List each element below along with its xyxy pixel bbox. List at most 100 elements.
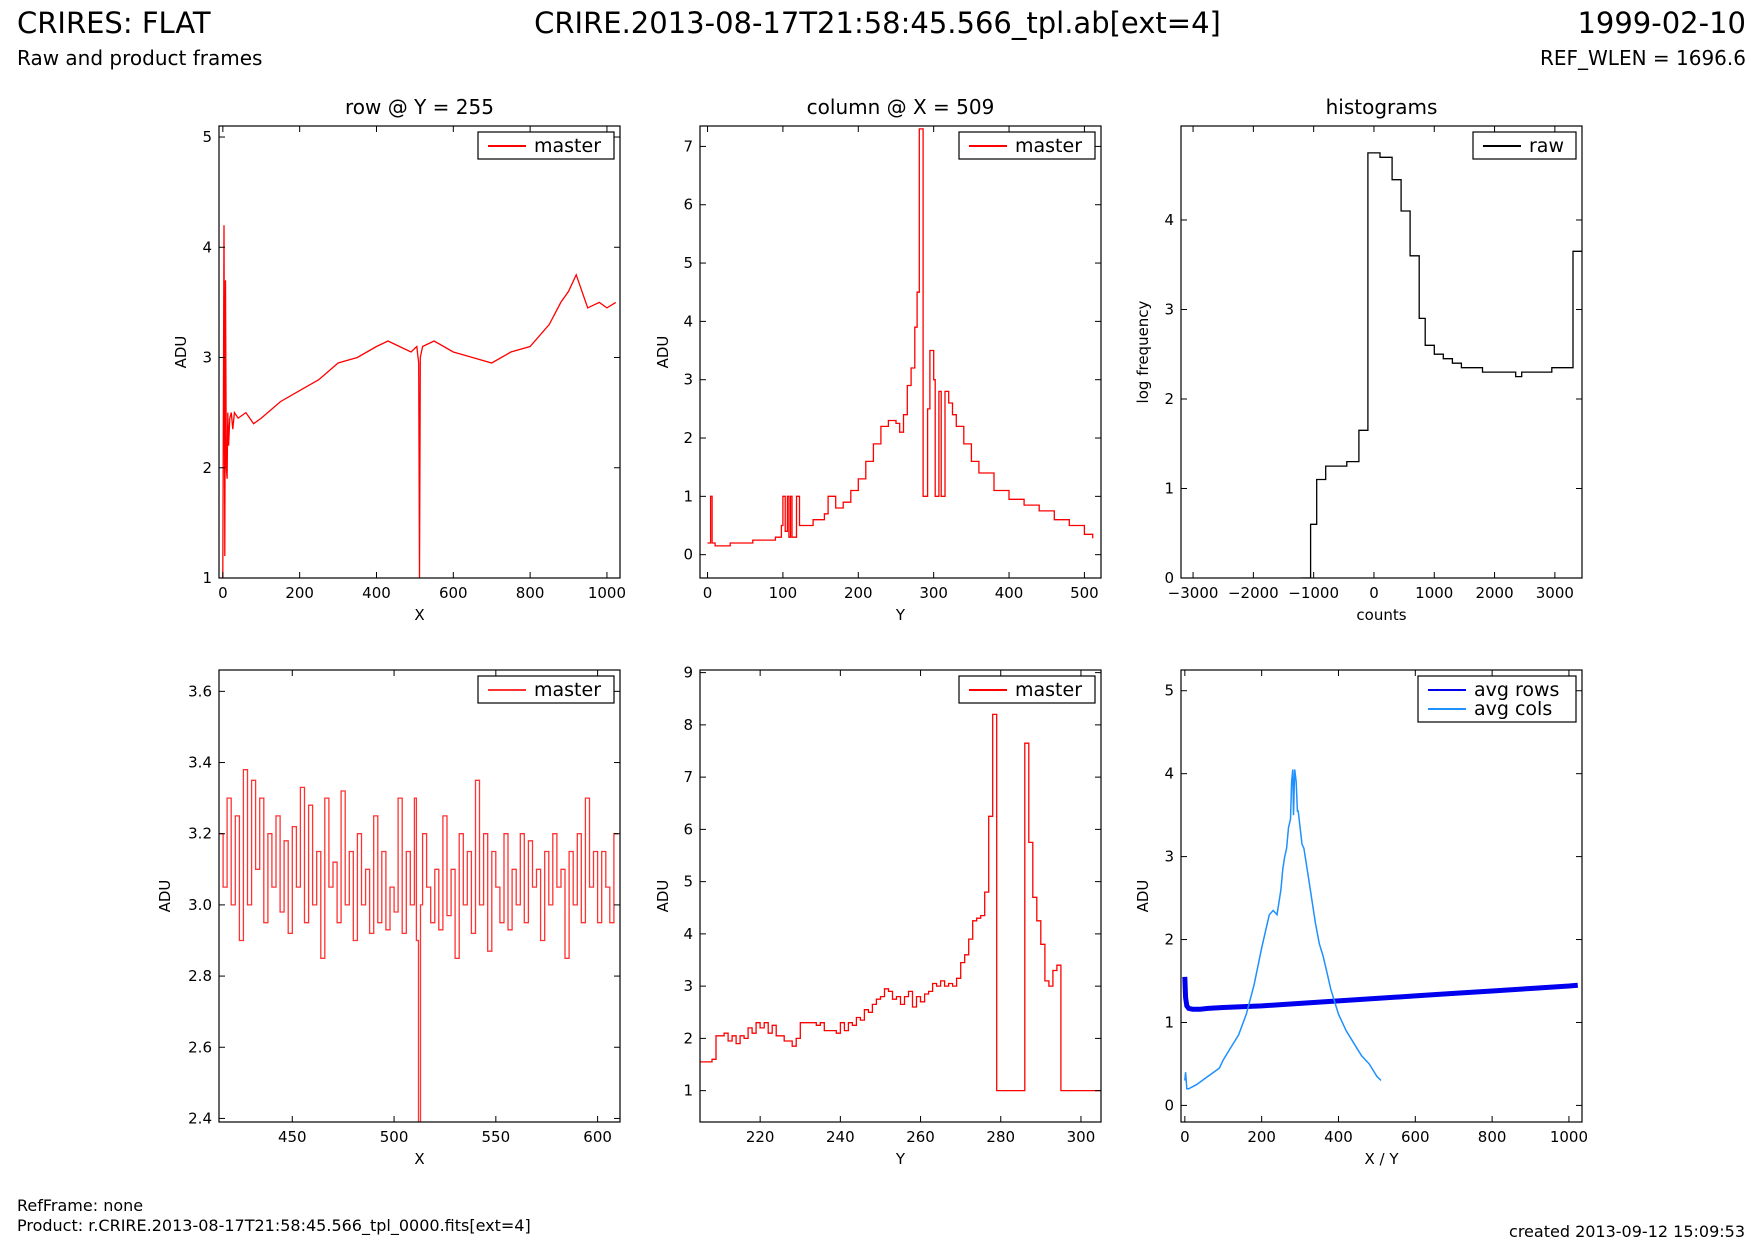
report-title: CRIRES: FLAT bbox=[17, 6, 211, 40]
series-line-avg-rows bbox=[1182, 976, 1579, 1012]
created-timestamp: created 2013-09-12 15:09:53 bbox=[1509, 1222, 1745, 1241]
x-tick-label: 260 bbox=[906, 1128, 935, 1146]
chart-row-zoom: 450 500 550 600 2.4 2.6 2.8 3.0 3.2 3.4 3.6 X ADU mas… bbox=[156, 669, 621, 1168]
legend: master bbox=[477, 675, 615, 704]
x-tick-label: 300 bbox=[919, 584, 948, 602]
legend: master bbox=[958, 675, 1096, 704]
x-tick-label: 220 bbox=[746, 1128, 775, 1146]
plot-frame bbox=[218, 125, 621, 579]
x-tick-label: 0 bbox=[218, 584, 228, 602]
y-tick-label: 8 bbox=[683, 716, 693, 734]
x-tick-label: 240 bbox=[826, 1128, 855, 1146]
x-axis-label: X bbox=[414, 1150, 424, 1168]
x-tick-label: 1000 bbox=[588, 584, 626, 602]
series-line-master bbox=[700, 713, 1101, 1092]
y-tick-label: 1 bbox=[1164, 1013, 1174, 1031]
x-tick-label: 0 bbox=[1180, 1128, 1190, 1146]
chart-column-zoom: 220 240 260 280 300 1 2 3 4 5 6 7 8 9 Y ADU master bbox=[654, 664, 1102, 1168]
plot-frame bbox=[218, 669, 621, 1123]
y-tick-label: 3 bbox=[1164, 300, 1174, 318]
y-tick-label: 4 bbox=[1164, 211, 1174, 229]
x-axis-label: X / Y bbox=[1364, 1150, 1399, 1168]
y-tick-label: 1 bbox=[1164, 479, 1174, 497]
legend: master bbox=[958, 131, 1096, 160]
legend-label: master bbox=[1015, 679, 1082, 701]
plot-frame bbox=[1180, 125, 1583, 579]
legend-label: master bbox=[1015, 135, 1082, 157]
y-tick-label: 0 bbox=[1164, 1096, 1174, 1114]
y-tick-label: 3.0 bbox=[188, 896, 212, 914]
report-subtitle: Raw and product frames bbox=[17, 46, 263, 70]
observation-date: 1999-02-10 bbox=[1577, 6, 1746, 40]
x-tick-label: 2000 bbox=[1475, 584, 1513, 602]
y-tick-label: 2 bbox=[1164, 390, 1174, 408]
chart-title: row @ Y = 255 bbox=[345, 95, 494, 119]
chart-averages: 0 200 400 600 800 1000 0 1 2 3 4 5 X / Y ADU avg rowsa… bbox=[1134, 669, 1588, 1168]
legend-label: master bbox=[534, 679, 601, 701]
x-tick-label: 400 bbox=[1324, 1128, 1353, 1146]
y-tick-label: 7 bbox=[683, 137, 693, 155]
plot-frame bbox=[699, 669, 1102, 1123]
y-tick-label: 9 bbox=[683, 664, 693, 682]
x-tick-label: 3000 bbox=[1536, 584, 1574, 602]
y-tick-label: 2.8 bbox=[188, 967, 212, 985]
x-tick-label: 0 bbox=[1369, 584, 1379, 602]
chart-title: column @ X = 509 bbox=[807, 95, 995, 119]
x-tick-label: 450 bbox=[278, 1128, 307, 1146]
chart-histograms: −3000 −2000 −1000 0 1000 2000 3000 0 1 2 3 4 histogr… bbox=[1134, 95, 1583, 624]
y-tick-label: 3 bbox=[683, 977, 693, 995]
x-tick-label: 280 bbox=[986, 1128, 1015, 1146]
x-axis-label: X bbox=[414, 606, 424, 624]
y-tick-label: 4 bbox=[1164, 765, 1174, 783]
y-axis-label: log frequency bbox=[1134, 300, 1152, 403]
x-tick-label: 600 bbox=[439, 584, 468, 602]
y-tick-label: 5 bbox=[202, 128, 212, 146]
y-tick-label: 1 bbox=[683, 487, 693, 505]
x-axis-label: Y bbox=[895, 606, 906, 624]
y-tick-label: 3 bbox=[1164, 848, 1174, 866]
y-tick-label: 3.6 bbox=[188, 682, 212, 700]
product-note: Product: r.CRIRE.2013-08-17T21:58:45.566… bbox=[17, 1216, 531, 1235]
legend-box bbox=[477, 675, 615, 704]
y-tick-label: 2.4 bbox=[188, 1109, 212, 1127]
y-tick-label: 3.2 bbox=[188, 825, 212, 843]
series-line-master bbox=[222, 225, 617, 578]
y-tick-label: 1 bbox=[202, 569, 212, 587]
plot-frame bbox=[1180, 669, 1583, 1123]
series-line-master bbox=[219, 769, 618, 1122]
legend-label: raw bbox=[1529, 135, 1564, 157]
legend: master bbox=[477, 131, 615, 160]
legend: raw bbox=[1472, 131, 1577, 160]
y-tick-label: 6 bbox=[683, 820, 693, 838]
y-tick-label: 2 bbox=[683, 1029, 693, 1047]
x-tick-label: 200 bbox=[1247, 1128, 1276, 1146]
y-tick-label: 4 bbox=[683, 312, 693, 330]
y-tick-label: 5 bbox=[1164, 682, 1174, 700]
series-line-avg-cols bbox=[1184, 769, 1382, 1090]
chart-column: 0 100 200 300 400 500 0 1 2 3 4 5 6 7 column @ X = 509… bbox=[654, 95, 1102, 624]
y-tick-label: 2 bbox=[202, 459, 212, 477]
x-tick-label: 200 bbox=[285, 584, 314, 602]
ref-wavelength: REF_WLEN = 1696.6 bbox=[1539, 46, 1746, 70]
y-axis-label: ADU bbox=[172, 336, 190, 369]
y-axis-label: ADU bbox=[654, 336, 672, 369]
y-tick-label: 0 bbox=[683, 546, 693, 564]
y-tick-label: 0 bbox=[1164, 569, 1174, 587]
x-tick-label: 800 bbox=[516, 584, 545, 602]
plot-frame bbox=[699, 125, 1102, 579]
x-tick-label: 400 bbox=[362, 584, 391, 602]
y-tick-label: 5 bbox=[683, 873, 693, 891]
y-axis-label: ADU bbox=[1134, 880, 1152, 913]
legend-box bbox=[1417, 675, 1577, 723]
x-tick-label: 500 bbox=[1070, 584, 1099, 602]
x-axis-label: Y bbox=[895, 1150, 906, 1168]
y-tick-label: 2 bbox=[683, 429, 693, 447]
x-tick-label: 600 bbox=[583, 1128, 612, 1146]
refframe-note: RefFrame: none bbox=[17, 1196, 144, 1215]
x-tick-label: 1000 bbox=[1415, 584, 1453, 602]
y-tick-label: 5 bbox=[683, 254, 693, 272]
y-tick-label: 2 bbox=[1164, 931, 1174, 949]
y-tick-label: 4 bbox=[202, 238, 212, 256]
y-tick-label: 7 bbox=[683, 768, 693, 786]
